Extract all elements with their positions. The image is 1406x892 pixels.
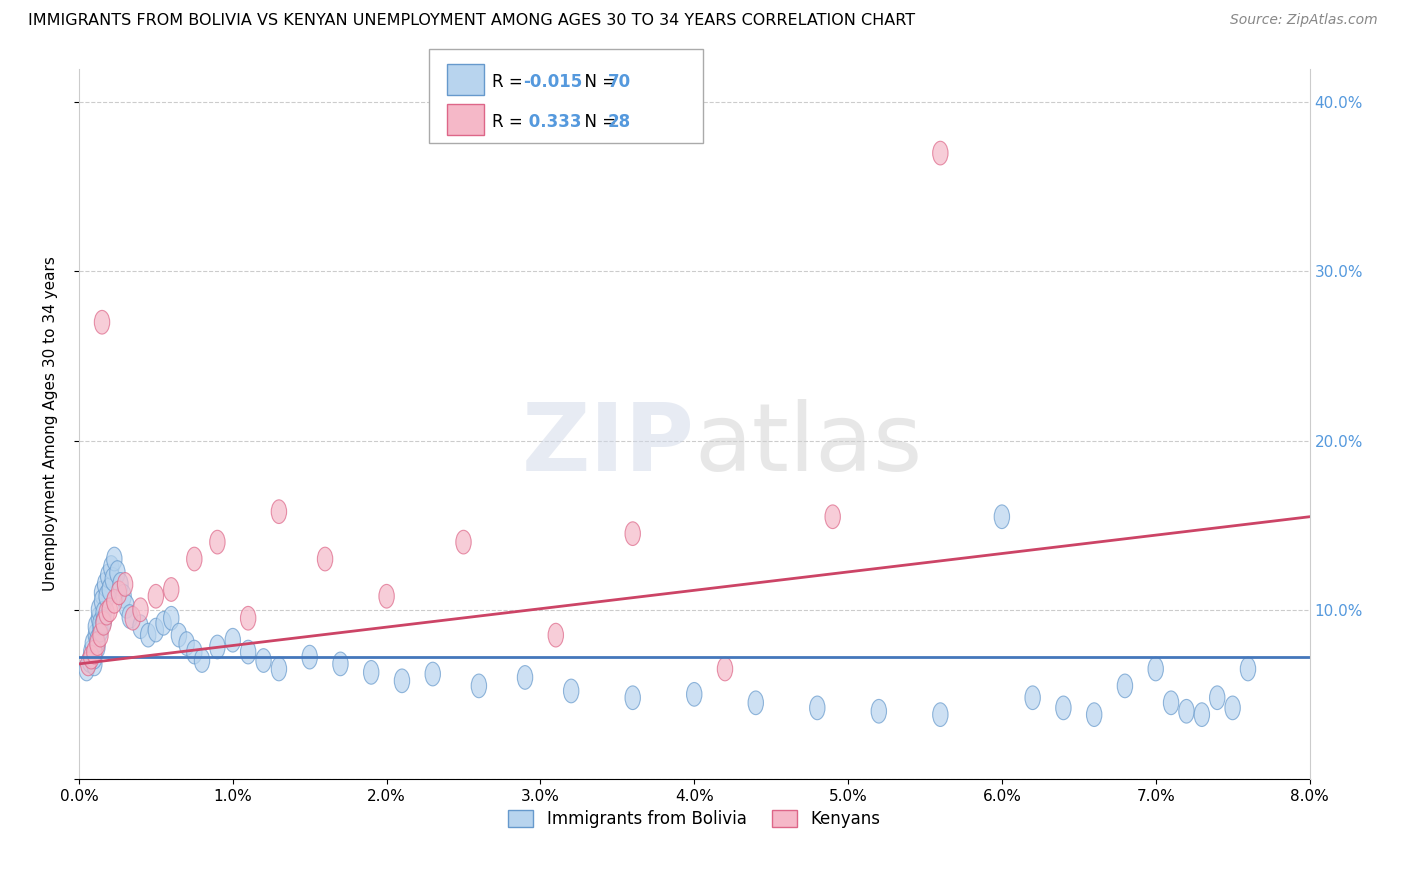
Text: R =: R = [492,73,529,91]
Text: N =: N = [574,113,621,131]
Y-axis label: Unemployment Among Ages 30 to 34 years: Unemployment Among Ages 30 to 34 years [44,256,58,591]
Text: Source: ZipAtlas.com: Source: ZipAtlas.com [1230,13,1378,28]
Text: 0.333: 0.333 [523,113,582,131]
Text: IMMIGRANTS FROM BOLIVIA VS KENYAN UNEMPLOYMENT AMONG AGES 30 TO 34 YEARS CORRELA: IMMIGRANTS FROM BOLIVIA VS KENYAN UNEMPL… [28,13,915,29]
Text: R =: R = [492,113,529,131]
Text: N =: N = [574,73,621,91]
Text: 70: 70 [607,73,630,91]
Legend: Immigrants from Bolivia, Kenyans: Immigrants from Bolivia, Kenyans [502,803,887,835]
Text: ZIP: ZIP [522,399,695,491]
Text: atlas: atlas [695,399,922,491]
Text: 28: 28 [607,113,630,131]
Text: -0.015: -0.015 [523,73,582,91]
